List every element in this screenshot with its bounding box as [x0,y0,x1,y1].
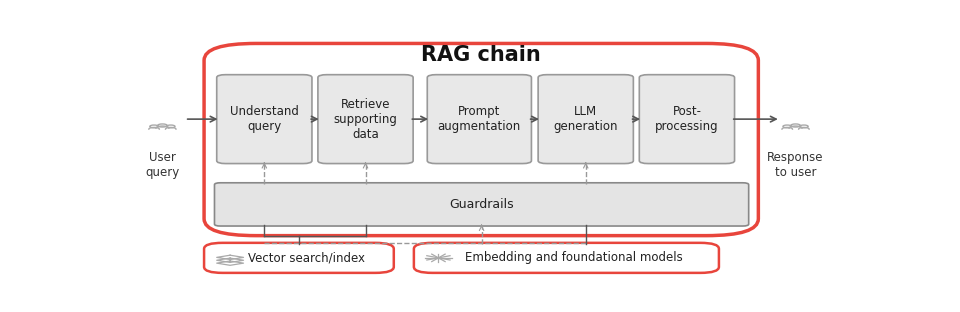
FancyBboxPatch shape [214,183,749,226]
Text: LLM
generation: LLM generation [554,105,618,133]
Text: Response
to user: Response to user [767,151,824,179]
Text: Post-
processing: Post- processing [655,105,719,133]
Text: Vector search/index: Vector search/index [248,251,365,264]
Text: RAG chain: RAG chain [421,46,541,66]
FancyBboxPatch shape [414,243,719,273]
Text: Embedding and foundational models: Embedding and foundational models [465,251,683,264]
Text: Prompt
augmentation: Prompt augmentation [438,105,521,133]
FancyBboxPatch shape [204,43,758,236]
FancyBboxPatch shape [318,75,413,163]
FancyBboxPatch shape [217,75,312,163]
FancyBboxPatch shape [427,75,532,163]
Text: User
query: User query [145,151,180,179]
FancyBboxPatch shape [539,75,634,163]
Text: Understand
query: Understand query [229,105,299,133]
Text: Guardrails: Guardrails [449,198,514,211]
Text: Retrieve
supporting
data: Retrieve supporting data [333,98,397,141]
FancyBboxPatch shape [639,75,734,163]
FancyBboxPatch shape [204,243,394,273]
